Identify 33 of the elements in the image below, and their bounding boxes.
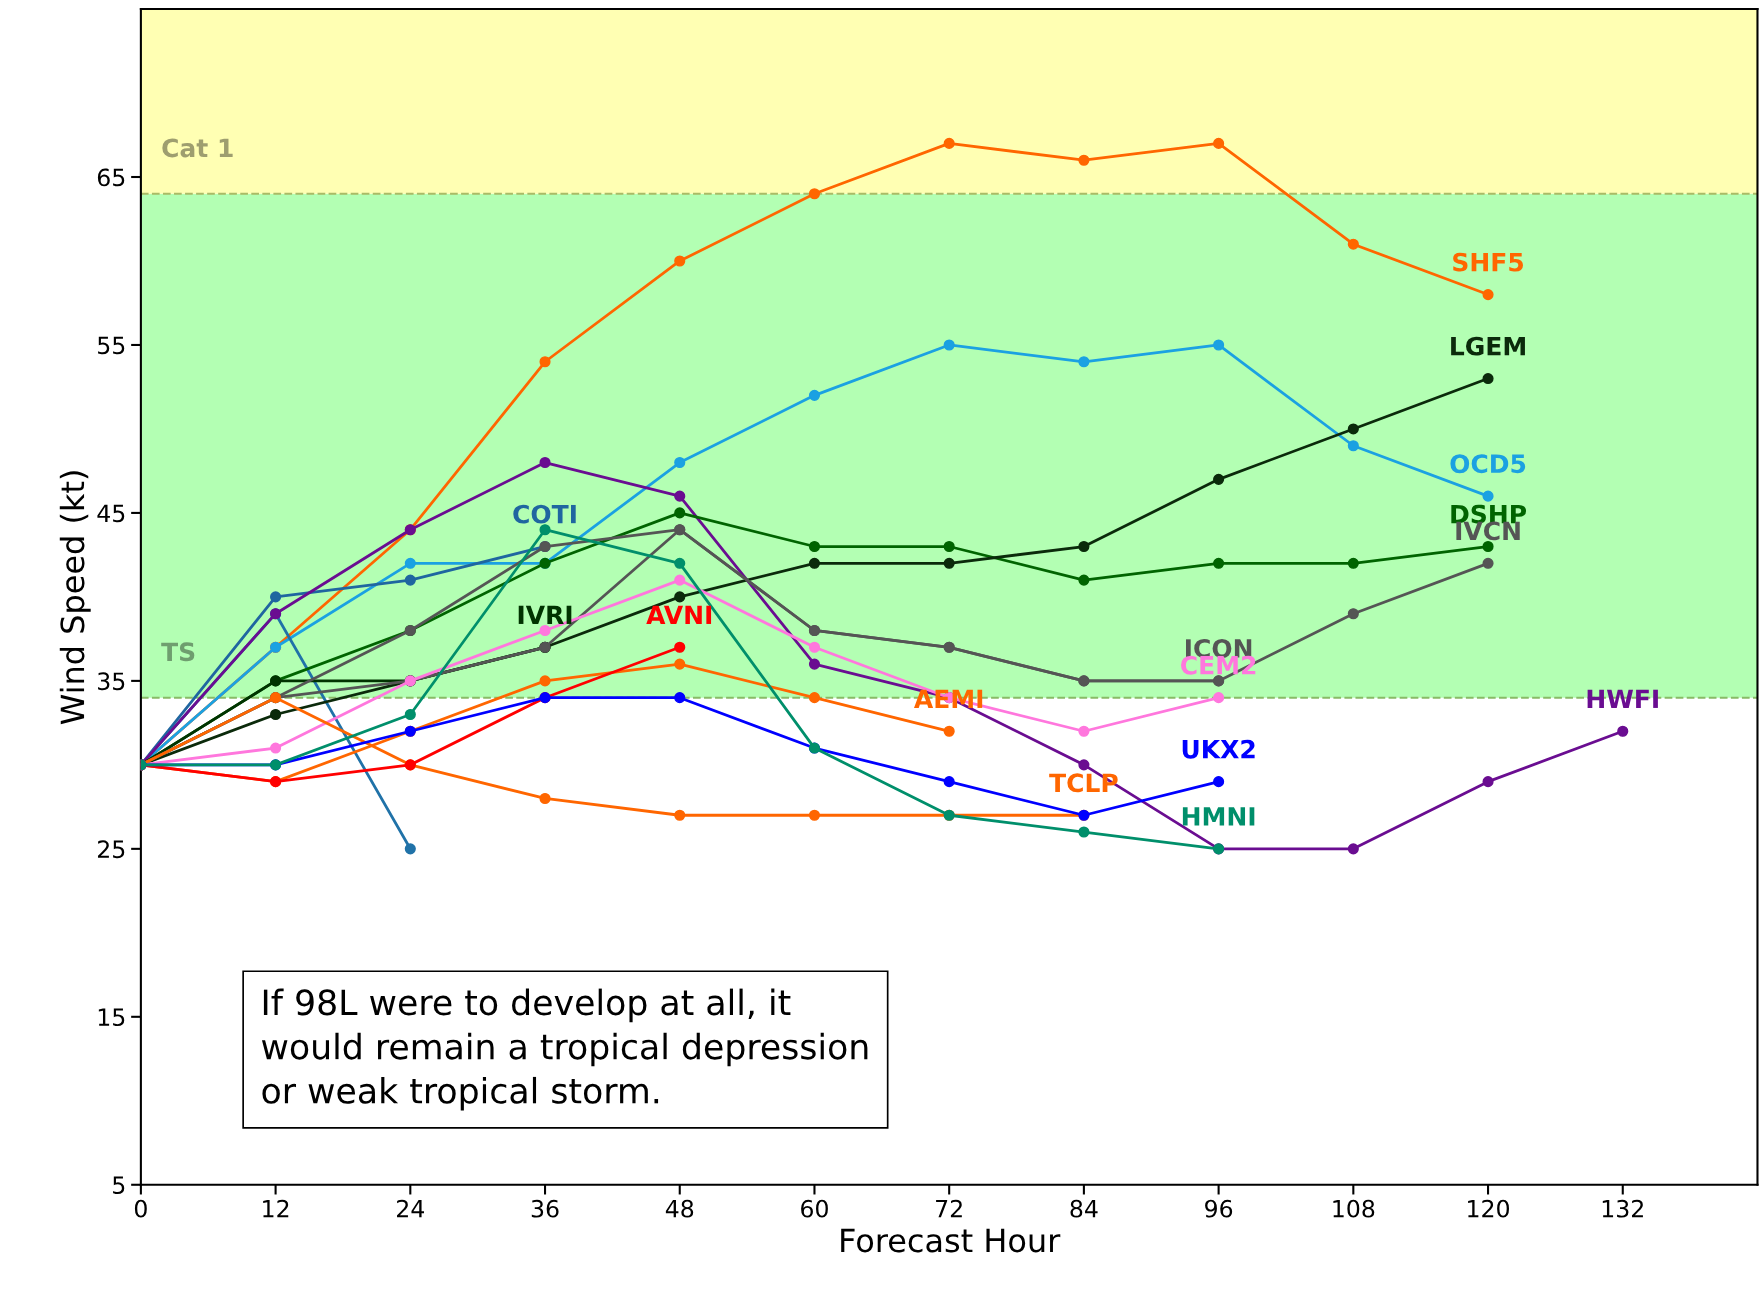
annotation: If 98L were to develop at all, it would remain a tropical depression or weak tropical storm. (261, 988, 868, 1111)
band-label: TS (161, 642, 195, 662)
x-tick-label: 60 (801, 1199, 828, 1218)
series-label: HMNI (1182, 807, 1255, 826)
y-tick-label: 55 (98, 336, 125, 355)
x-tick-label: 132 (1602, 1199, 1643, 1218)
y-tick-label: 5 (113, 1176, 125, 1195)
x-tick-label: 96 (1205, 1199, 1233, 1218)
series-label: LGEM (1451, 336, 1525, 356)
x-tick-label: 84 (1070, 1199, 1098, 1218)
series-label: AVNI (646, 605, 712, 624)
x-axis-title: Forecast Hour (841, 1228, 1061, 1253)
y-tick-label: 25 (97, 840, 125, 859)
series-label: SHF5 (1453, 252, 1523, 272)
y-tick-label: 35 (98, 672, 125, 691)
y-tick-label: 65 (97, 168, 125, 187)
series-label: COTI (513, 504, 576, 524)
series-label: TCLP (1049, 773, 1118, 793)
x-tick-label: 24 (397, 1199, 425, 1218)
series-label: IVRI (518, 605, 572, 624)
y-axis-title: Wind Speed (kt) (59, 471, 91, 725)
series-label: OCD5 (1450, 454, 1526, 474)
band-label: Cat 1 (162, 138, 233, 158)
y-tick-label: 15 (98, 1008, 125, 1027)
series-label: UKX2 (1182, 739, 1255, 759)
x-tick-label: 72 (936, 1199, 962, 1218)
x-tick-label: 108 (1333, 1199, 1375, 1218)
x-tick-label: 0 (134, 1199, 147, 1218)
x-tick-label: 36 (531, 1199, 559, 1218)
x-tick-label: 120 (1468, 1199, 1510, 1218)
x-tick-label: 48 (665, 1199, 694, 1218)
y-tick-label: 45 (97, 504, 125, 523)
x-tick-label: 12 (263, 1199, 289, 1218)
